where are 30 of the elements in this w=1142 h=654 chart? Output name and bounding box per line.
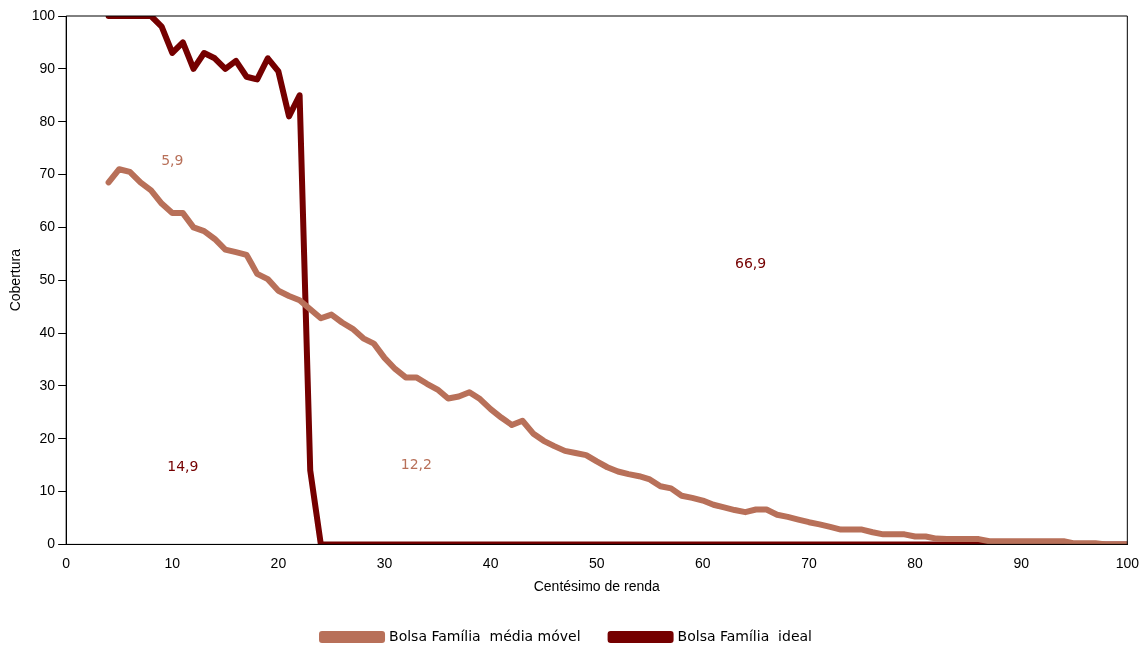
y-tick-label: 100 xyxy=(31,6,56,23)
annotation: 14,9 xyxy=(167,458,199,475)
y-tick-label: 0 xyxy=(47,535,56,552)
legend-label: Bolsa Família ideal xyxy=(677,627,812,644)
y-tick-label: 80 xyxy=(39,112,56,129)
y-tick-label: 90 xyxy=(39,59,56,76)
x-tick-label: 90 xyxy=(1013,554,1030,571)
annotation: 12,2 xyxy=(400,455,432,472)
x-tick-label: 40 xyxy=(482,554,499,571)
y-axis-title: Cobertura xyxy=(7,248,24,312)
x-axis-title: Centésimo de renda xyxy=(533,578,660,595)
x-tick-label: 20 xyxy=(270,554,287,571)
y-tick-label: 30 xyxy=(39,376,56,393)
y-tick-label: 40 xyxy=(39,323,56,340)
annotation: 66,9 xyxy=(735,254,767,271)
annotation: 5,9 xyxy=(161,151,184,168)
x-tick-label: 30 xyxy=(376,554,393,571)
x-tick-label: 50 xyxy=(588,554,605,571)
y-tick-label: 50 xyxy=(39,271,56,288)
x-tick-label: 10 xyxy=(164,554,181,571)
y-tick-label: 10 xyxy=(39,482,56,499)
legend-label: Bolsa Família média móvel xyxy=(389,627,581,644)
y-tick-label: 70 xyxy=(39,165,56,182)
x-tick-label: 60 xyxy=(695,554,711,571)
x-tick-label: 100 xyxy=(1115,554,1140,571)
x-tick-label: 70 xyxy=(801,554,817,571)
y-tick-label: 20 xyxy=(39,429,56,446)
x-tick-label: 0 xyxy=(62,554,71,571)
x-tick-label: 80 xyxy=(907,554,924,571)
y-tick-label: 60 xyxy=(39,218,56,235)
